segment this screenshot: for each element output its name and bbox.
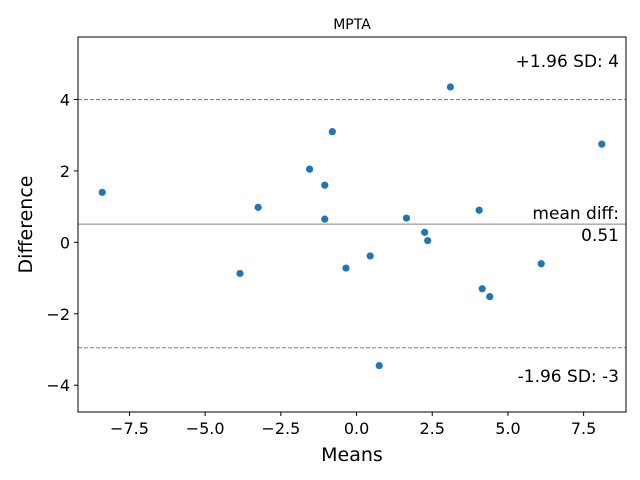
data-point: [321, 215, 329, 223]
x-tick-label: 2.5: [420, 419, 445, 438]
data-point: [328, 128, 336, 136]
data-point: [375, 361, 383, 370]
x-tick-label: −2.5: [261, 419, 300, 438]
chart-title: MPTA: [333, 17, 371, 33]
upper-limit-annotation: +1.96 SD: 4: [516, 52, 619, 72]
reference-lines: [78, 99, 626, 349]
x-tick-label: 7.5: [571, 419, 596, 438]
x-tick-label: −7.5: [110, 419, 149, 438]
data-point: [537, 260, 545, 268]
data-point: [306, 165, 314, 173]
data-point: [446, 83, 454, 91]
x-tick-label: 0.0: [344, 419, 369, 438]
data-point: [254, 203, 262, 211]
data-point: [421, 228, 429, 236]
x-axis-label: Means: [321, 444, 383, 466]
data-point: [366, 252, 374, 260]
y-tick-label: 0: [60, 233, 70, 252]
data-point: [321, 181, 329, 189]
data-points: [98, 83, 606, 370]
mean-diff-annotation-label: mean diff:: [532, 204, 619, 224]
data-point: [598, 140, 606, 148]
data-point: [475, 206, 483, 214]
x-tick-label: 5.0: [495, 419, 520, 438]
y-axis-ticks: −4 −2 0 2 4: [46, 91, 78, 395]
x-axis-ticks: −7.5 −5.0 −2.5 0.0 2.5 5.0 7.5: [110, 412, 596, 438]
y-tick-label: 2: [60, 162, 70, 181]
data-point: [486, 293, 494, 301]
data-point: [478, 285, 486, 293]
x-tick-label: −5.0: [186, 419, 225, 438]
data-point: [402, 214, 411, 222]
y-tick-label: −4: [46, 376, 70, 395]
y-tick-label: −2: [46, 305, 70, 324]
data-point: [424, 236, 432, 245]
y-tick-label: 4: [60, 91, 70, 110]
data-point: [98, 188, 106, 196]
data-point: [342, 264, 350, 272]
data-point: [236, 269, 244, 278]
plot-area-frame: [77, 36, 627, 413]
lower-limit-annotation: -1.96 SD: -3: [518, 367, 619, 387]
mean-diff-annotation-value: 0.51: [581, 226, 619, 246]
y-axis-label: Difference: [15, 176, 37, 274]
